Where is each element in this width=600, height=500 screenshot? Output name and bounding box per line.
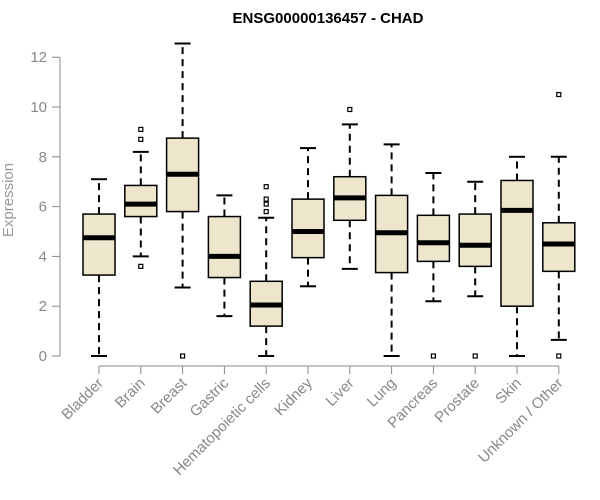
outlier-point bbox=[263, 208, 269, 215]
box-hematopoietic-cells bbox=[249, 184, 283, 357]
x-tick-label: Lung bbox=[364, 375, 400, 411]
outlier-point bbox=[556, 353, 562, 359]
y-tick-label: 4 bbox=[39, 248, 47, 265]
x-tick-label: Bladder bbox=[58, 375, 107, 424]
outlier-point bbox=[263, 184, 269, 190]
iqr-box bbox=[207, 215, 242, 279]
y-tick-label: 8 bbox=[39, 149, 47, 166]
iqr-box bbox=[82, 213, 116, 276]
outlier-point bbox=[180, 353, 186, 359]
outlier-point bbox=[263, 196, 269, 202]
iqr-box bbox=[542, 222, 576, 273]
iqr-box bbox=[416, 214, 451, 263]
box-liver bbox=[333, 106, 367, 270]
x-tick-label: Liver bbox=[323, 375, 358, 410]
outlier-point bbox=[138, 263, 144, 269]
x-tick-label: Skin bbox=[492, 375, 525, 408]
x-tick-label: Brain bbox=[112, 375, 149, 412]
y-tick-label: 10 bbox=[30, 99, 47, 116]
outlier-point bbox=[347, 106, 353, 113]
iqr-box bbox=[500, 179, 534, 307]
box-pancreas bbox=[416, 171, 451, 359]
iqr-box bbox=[458, 213, 492, 268]
box-breast bbox=[165, 42, 200, 359]
box-kidney bbox=[291, 147, 325, 288]
outlier-point bbox=[138, 126, 144, 133]
outlier-point bbox=[556, 91, 562, 98]
y-tick-label: 12 bbox=[30, 49, 47, 66]
y-tick-label: 6 bbox=[39, 199, 47, 216]
y-axis-label: Expression bbox=[0, 163, 17, 237]
box-unknown-other bbox=[542, 91, 576, 359]
y-tick-label: 2 bbox=[39, 298, 47, 315]
outlier-point bbox=[263, 201, 269, 207]
x-tick-label: Prostate bbox=[431, 375, 483, 427]
outlier-point bbox=[138, 136, 144, 142]
x-tick-label: Breast bbox=[148, 374, 191, 417]
box-bladder bbox=[82, 178, 116, 357]
box-prostate bbox=[458, 180, 492, 359]
outlier-point bbox=[472, 353, 478, 359]
chart-title: ENSG00000136457 - CHAD bbox=[233, 10, 424, 27]
box-skin bbox=[500, 155, 534, 357]
y-tick-label: 0 bbox=[39, 348, 47, 365]
iqr-box bbox=[124, 184, 158, 218]
box-brain bbox=[124, 126, 158, 269]
y-axis: 0 2 4 6 8 10 12 bbox=[30, 49, 61, 365]
boxes-group bbox=[82, 42, 576, 359]
outlier-point bbox=[430, 353, 436, 359]
x-tick-label: Kidney bbox=[271, 374, 316, 419]
box-gastric bbox=[207, 194, 242, 318]
iqr-box bbox=[291, 198, 325, 259]
box-lung bbox=[374, 143, 409, 357]
